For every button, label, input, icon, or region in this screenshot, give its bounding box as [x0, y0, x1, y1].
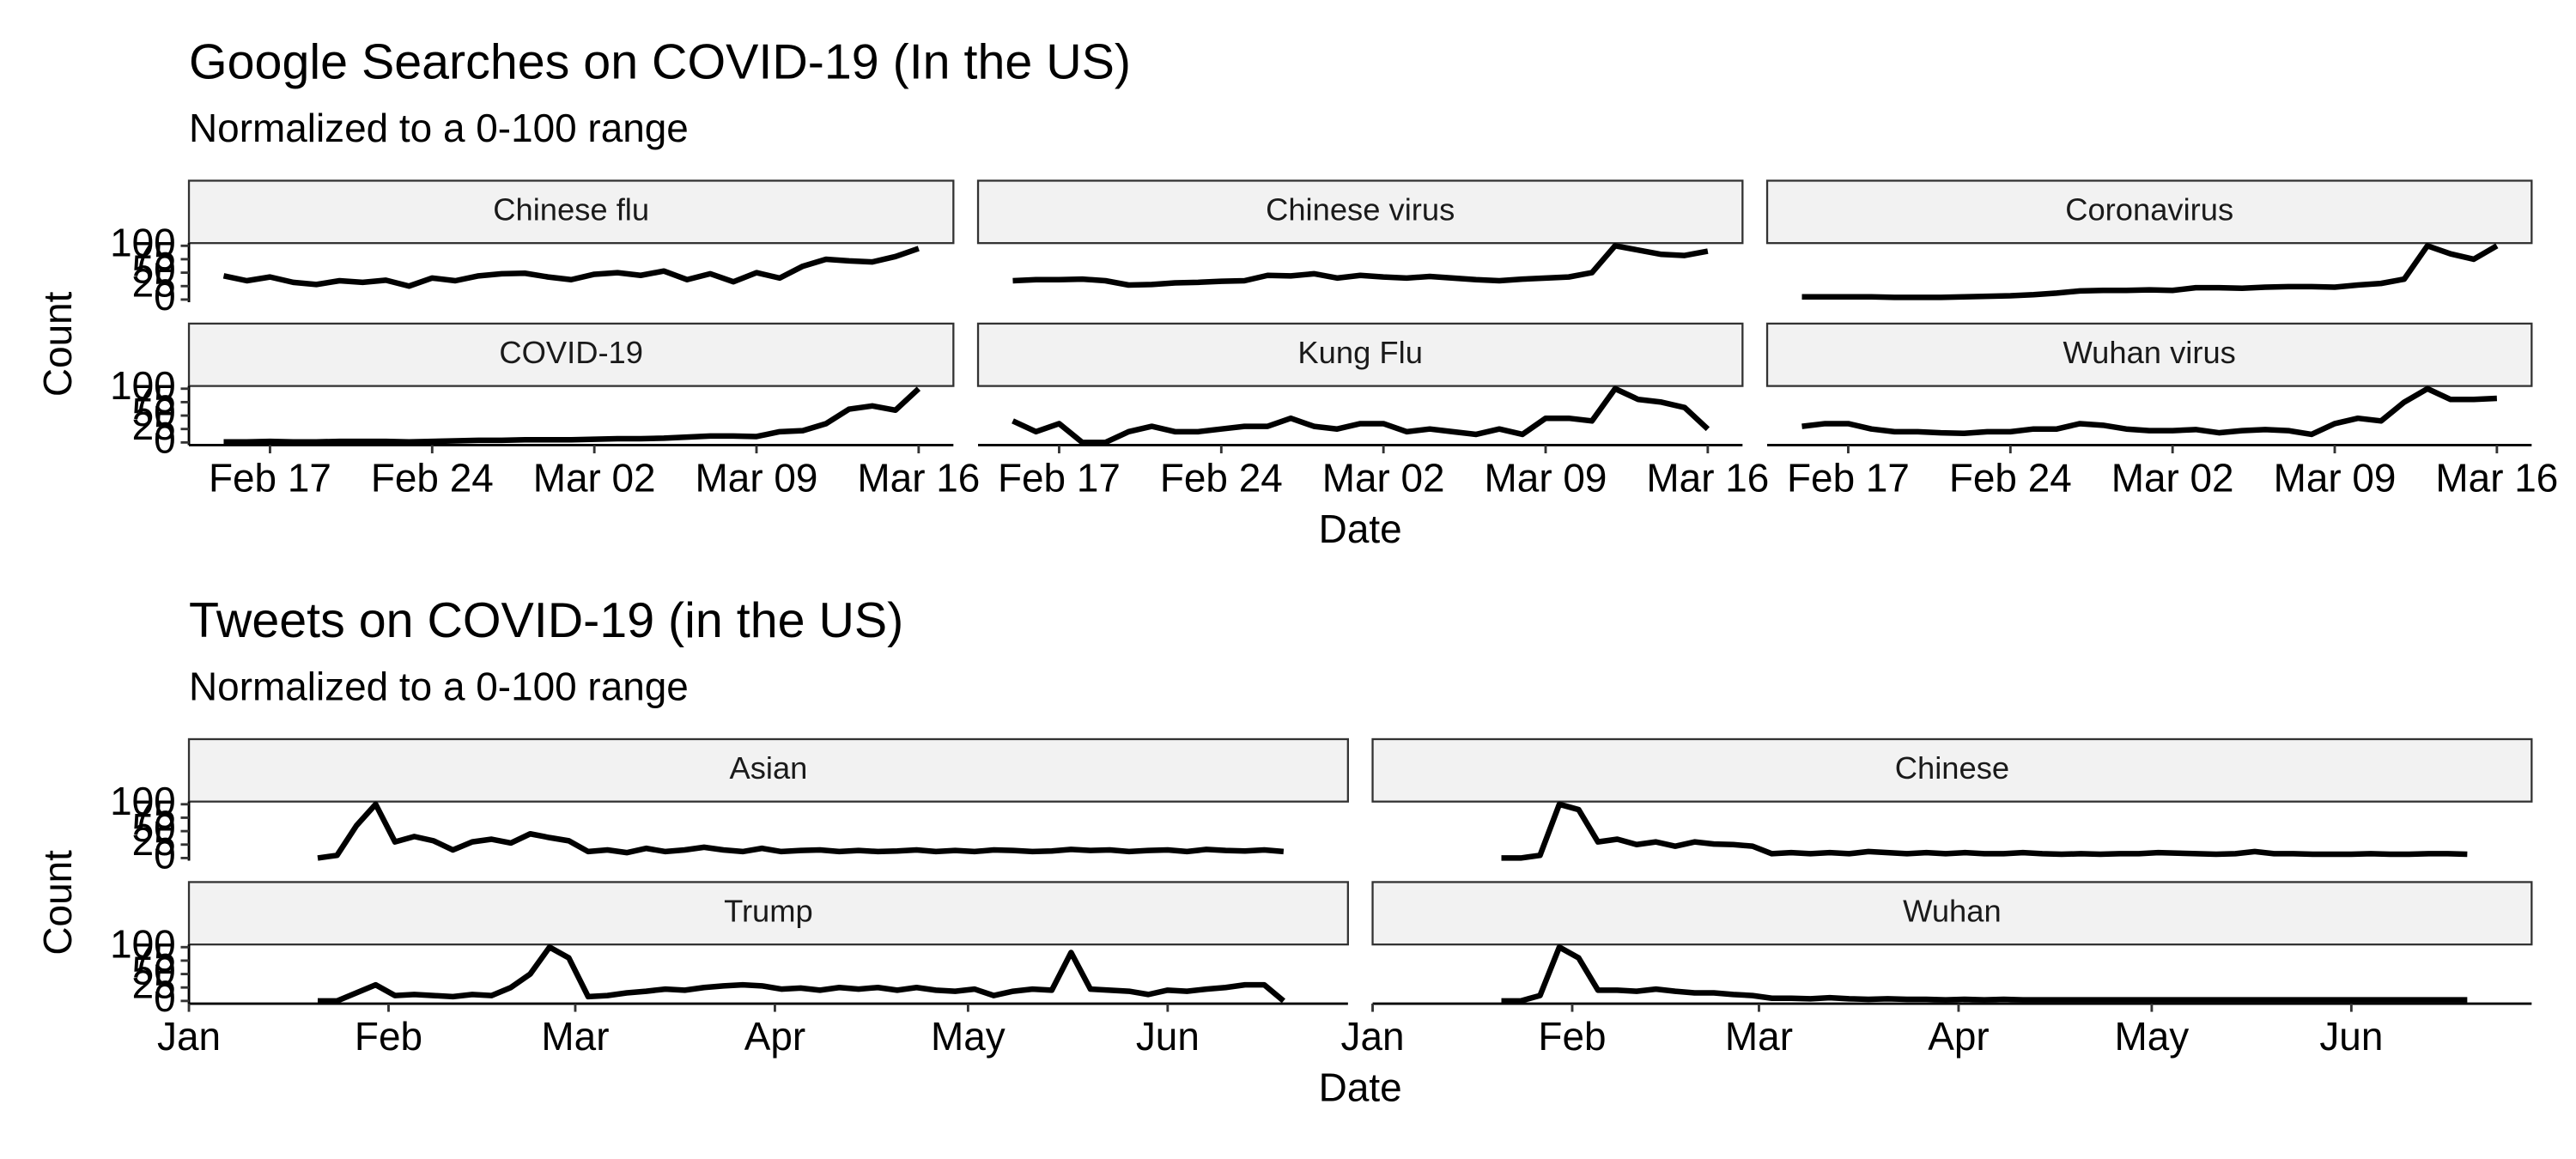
x-tick-label: Feb [355, 1014, 422, 1059]
y-axis-title: Count [35, 850, 80, 956]
strip-label: Trump [724, 893, 813, 928]
series-line [1801, 385, 2498, 438]
strip [1765, 179, 2533, 245]
y-tick-label: 0 [154, 274, 176, 319]
y-tick-label: 25 [132, 260, 176, 305]
series-line [1501, 944, 2468, 1004]
series-line [1801, 243, 2499, 300]
strip-label: Chinese [1895, 750, 2009, 786]
y-tick-label: 50 [132, 805, 176, 850]
x-axis-title: Date [1319, 507, 1402, 551]
y-axis-title: Count [35, 291, 80, 397]
x-tick-label: Jan [157, 1014, 221, 1059]
strip [1765, 322, 2533, 387]
strip [187, 322, 955, 387]
strip-label: Wuhan virus [2063, 335, 2236, 370]
x-tick-label: Mar 02 [1322, 456, 1445, 501]
x-tick-label: Mar 16 [857, 456, 980, 501]
x-tick-label: Apr [1928, 1014, 1989, 1059]
x-tick-label: May [2115, 1014, 2190, 1059]
y-tick-label: 25 [132, 404, 176, 448]
chart-title: Tweets on COVID-19 (in the US) [189, 593, 903, 648]
strip [187, 881, 1349, 946]
strip-label: Chinese flu [493, 191, 649, 227]
x-tick-label: Mar 16 [2435, 456, 2558, 501]
strip [1371, 881, 2533, 946]
y-tick-label: 75 [132, 234, 176, 278]
series-line [223, 386, 921, 445]
x-tick-label: Feb 17 [1787, 456, 1910, 501]
y-tick-label: 0 [154, 416, 176, 461]
chart-subtitle: Normalized to a 0-100 range [189, 664, 689, 709]
x-tick-label: Jun [1136, 1014, 1200, 1059]
y-tick-label: 75 [132, 377, 176, 422]
strip [187, 737, 1349, 803]
x-tick-label: Mar 02 [2111, 456, 2234, 501]
x-tick-label: Mar [1725, 1014, 1793, 1059]
x-tick-label: Mar 09 [1485, 456, 1607, 501]
series-line [1012, 385, 1710, 446]
x-tick-label: Feb 24 [1949, 456, 2072, 501]
strip [1371, 737, 2533, 803]
y-tick-label: 75 [132, 935, 176, 980]
chart-title: Google Searches on COVID-19 (In the US) [189, 35, 1131, 90]
x-tick-label: Feb 24 [371, 456, 494, 501]
series-line [1501, 801, 2468, 861]
x-tick-label: Mar 16 [1646, 456, 1769, 501]
y-tick-label: 100 [110, 363, 176, 408]
series-line [1012, 243, 1709, 288]
strip-label: Chinese virus [1266, 191, 1455, 227]
y-tick-label: 50 [132, 949, 176, 993]
x-tick-label: Feb [1538, 1014, 1606, 1059]
y-tick-label: 50 [132, 390, 176, 434]
strip [187, 179, 955, 245]
strip-label: Asian [729, 750, 807, 786]
x-tick-label: Jun [2319, 1014, 2383, 1059]
x-tick-label: Mar 09 [2274, 456, 2397, 501]
y-tick-label: 100 [110, 921, 176, 966]
x-tick-label: Apr [744, 1014, 805, 1059]
y-tick-label: 25 [132, 962, 176, 1006]
chart-subtitle: Normalized to a 0-100 range [189, 106, 689, 150]
strip [976, 179, 1744, 245]
x-tick-label: Mar [541, 1014, 609, 1059]
y-tick-label: 100 [110, 779, 176, 823]
y-tick-label: 0 [154, 975, 176, 1020]
x-tick-label: Feb 17 [998, 456, 1121, 501]
strip [976, 322, 1744, 387]
x-axis-title: Date [1319, 1065, 1402, 1110]
x-tick-label: Mar 02 [533, 456, 656, 501]
x-tick-label: Feb 24 [1160, 456, 1283, 501]
strip-label: Coronavirus [2065, 191, 2233, 227]
y-tick-label: 0 [154, 833, 176, 877]
strip-label: COVID-19 [499, 335, 643, 370]
x-tick-label: May [931, 1014, 1005, 1059]
strip-label: Kung Flu [1297, 335, 1422, 370]
series-line [317, 801, 1285, 861]
series-line [318, 944, 1285, 1004]
y-tick-label: 75 [132, 792, 176, 837]
y-tick-label: 25 [132, 819, 176, 864]
y-tick-label: 100 [110, 220, 176, 264]
x-tick-label: Mar 09 [696, 456, 818, 501]
series-line [222, 246, 920, 289]
strip-label: Wuhan [1903, 893, 2002, 928]
y-tick-label: 50 [132, 247, 176, 292]
x-tick-label: Jan [1341, 1014, 1405, 1059]
x-tick-label: Feb 17 [209, 456, 331, 501]
